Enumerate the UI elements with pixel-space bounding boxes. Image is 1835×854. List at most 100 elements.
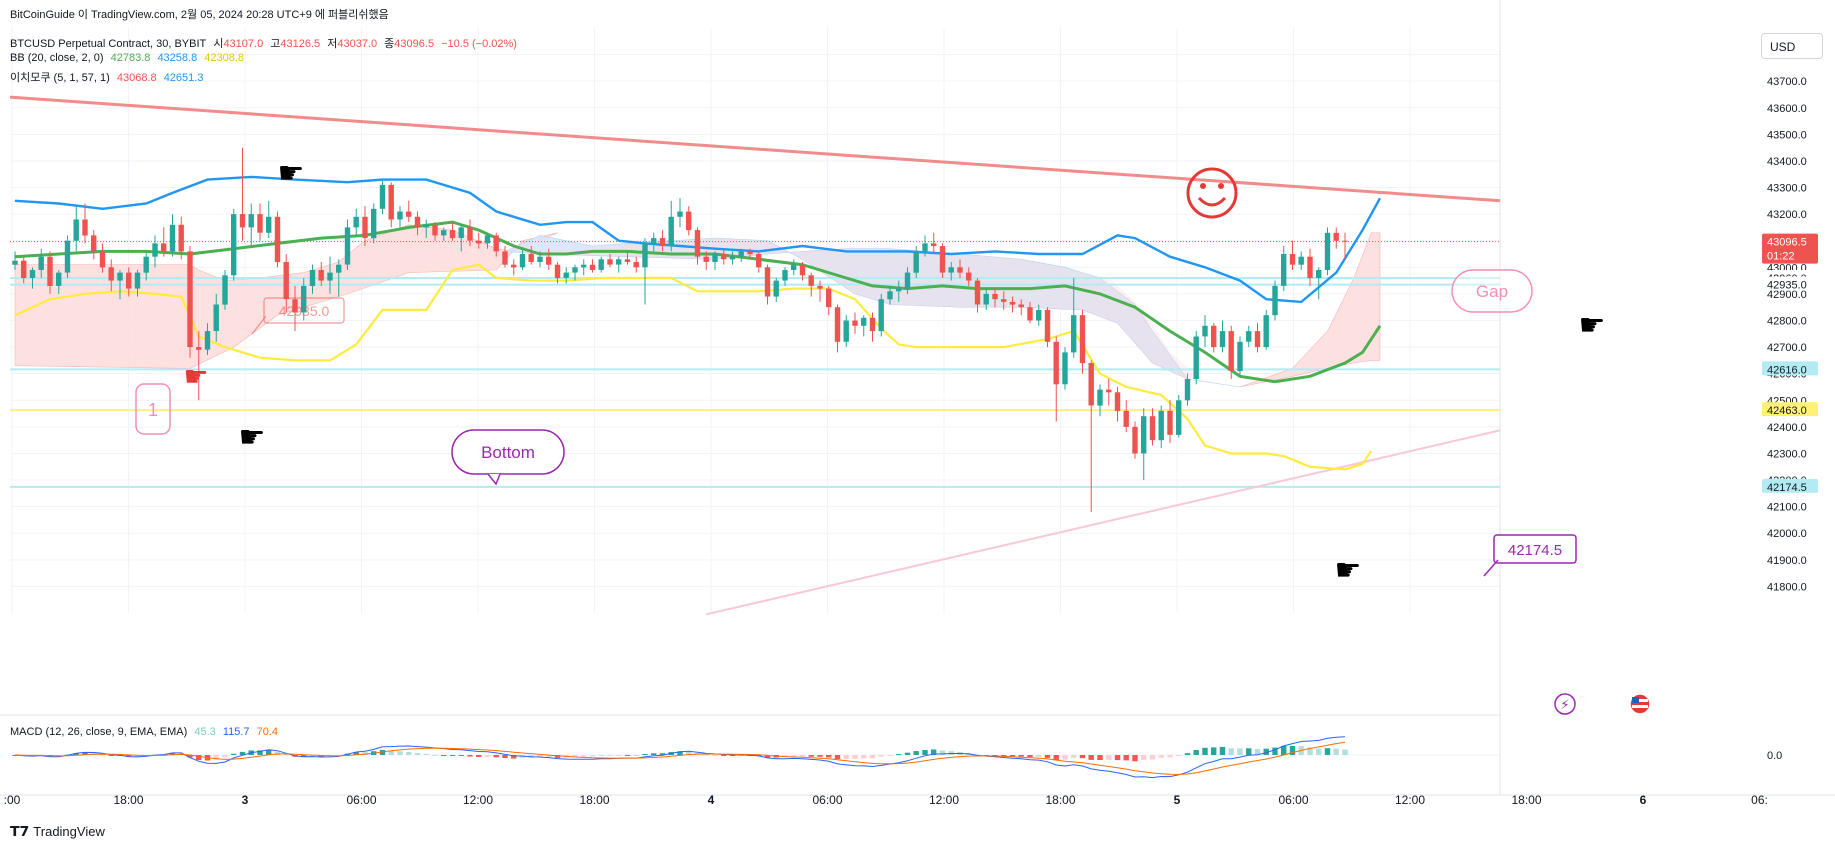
candle: [283, 254, 289, 313]
candle: [397, 206, 403, 228]
candle: [318, 262, 324, 286]
macd-histogram-bar: [1027, 755, 1033, 758]
candle: [834, 304, 841, 353]
old-note-pointer: [251, 315, 267, 335]
candle: [1044, 307, 1051, 348]
macd-histogram-bar: [1237, 748, 1243, 755]
candle: [528, 246, 534, 265]
macd-histogram-bar: [82, 752, 88, 755]
candle-body: [992, 293, 998, 300]
candle-body: [248, 214, 254, 228]
candle: [808, 272, 814, 297]
candle: [353, 208, 359, 236]
footer-brand: 𝗧𝟳 TradingView: [10, 823, 105, 840]
bb-legend[interactable]: BB (20, close, 2, 0) 42783.8 43258.8 423…: [10, 52, 248, 64]
candle: [651, 232, 657, 252]
candle: [843, 315, 849, 348]
macd-histogram-bar: [379, 749, 386, 755]
macd-histogram-bar: [624, 754, 631, 756]
us-flag-stripe: [1632, 699, 1648, 702]
price-label: 42174.5: [1762, 478, 1818, 494]
candle-body: [957, 267, 963, 273]
candle-body: [1176, 400, 1182, 435]
candle-body: [1158, 410, 1164, 441]
candle-body: [21, 260, 27, 278]
macd-histogram-bar: [511, 755, 517, 759]
candle: [266, 200, 272, 239]
macd-histogram-bar: [1123, 755, 1129, 761]
horizontal-levels: [10, 241, 1500, 488]
candle: [1324, 227, 1331, 276]
macd-histogram-bar: [1001, 755, 1007, 757]
candle: [694, 227, 701, 265]
macd-histogram-bar: [546, 755, 552, 758]
us-flag-icon: [1629, 693, 1651, 715]
candle-body: [327, 272, 333, 281]
candle-body: [1228, 331, 1234, 371]
candle-body: [589, 264, 596, 270]
macd-histogram-bar: [869, 755, 876, 759]
gap-callout-text: Gap: [1476, 282, 1508, 301]
candle-body: [738, 251, 744, 257]
macd-histogram-bar: [1141, 755, 1147, 760]
macd-histogram-bar: [423, 753, 429, 755]
candle: [47, 251, 53, 294]
candle-body: [712, 254, 718, 262]
candle-body: [1263, 315, 1269, 348]
price-label-value: 42174.5: [1767, 482, 1807, 494]
macd-histogram-bar: [1184, 753, 1191, 755]
candle-body: [371, 208, 377, 239]
price-label-value: 42935.0: [1767, 280, 1807, 292]
candle-body: [1009, 301, 1016, 305]
candle: [274, 211, 281, 268]
hand-pointer-red-icon: ☛: [183, 360, 208, 393]
y-tick-label: 43700.0: [1767, 76, 1807, 88]
candle-body: [1281, 254, 1287, 286]
price-label: 42616.0: [1762, 361, 1818, 376]
price-label-bg: [1762, 478, 1818, 493]
candle: [887, 285, 893, 305]
candle: [1202, 315, 1208, 348]
symbol-name[interactable]: BTCUSD Perpetual Contract, 30, BYBIT: [10, 38, 207, 50]
candle-body: [1132, 426, 1138, 454]
candle: [1027, 301, 1033, 324]
candle-body: [266, 216, 272, 233]
candle-body: [449, 230, 456, 239]
y-tick-label: 42900.0: [1767, 289, 1807, 301]
candle: [327, 256, 333, 294]
macd-legend[interactable]: MACD (12, 26, close, 9, EMA, EMA) 45.3 1…: [10, 726, 282, 738]
candle-body: [1001, 299, 1007, 302]
grid-lines: [0, 0, 1835, 796]
count-text: 1: [148, 400, 158, 420]
macd-histogram-bar: [1211, 747, 1217, 755]
candle: [406, 200, 412, 223]
gap-callout-box: [1451, 269, 1533, 313]
count-box: [135, 383, 171, 435]
x-tick-label: 12:00: [463, 793, 493, 807]
candle: [1176, 394, 1182, 438]
candle-body: [309, 270, 316, 286]
lightning-icon-circle: [1554, 693, 1576, 715]
currency-selector[interactable]: USD: [1761, 33, 1823, 59]
candle: [992, 288, 998, 308]
candle: [773, 277, 779, 302]
macd-histogram-bar: [834, 755, 841, 760]
macd-histogram-bar: [493, 755, 499, 758]
ohlc-low-value: 43037.0: [337, 38, 378, 50]
candle-body: [1246, 331, 1252, 342]
ichimoku-legend[interactable]: 이치모쿠 (5, 1, 57, 1) 43068.8 42651.3: [10, 69, 207, 85]
candle-body: [1036, 309, 1042, 321]
macd-histogram-bar: [257, 750, 263, 755]
tradingview-logo-icon: 𝗧𝟳: [10, 823, 30, 839]
candle: [878, 293, 884, 337]
candle-body: [432, 224, 438, 236]
ichimoku-value-2: 42651.3: [163, 72, 204, 84]
candle-body: [966, 272, 972, 281]
macd-histogram-bar: [1062, 755, 1068, 760]
ichimoku-label: 이치모쿠 (5, 1, 57, 1): [10, 72, 110, 84]
macd-histogram-bar: [1176, 755, 1182, 756]
candle: [336, 259, 342, 297]
candle-body: [388, 184, 394, 220]
candle: [458, 224, 464, 252]
